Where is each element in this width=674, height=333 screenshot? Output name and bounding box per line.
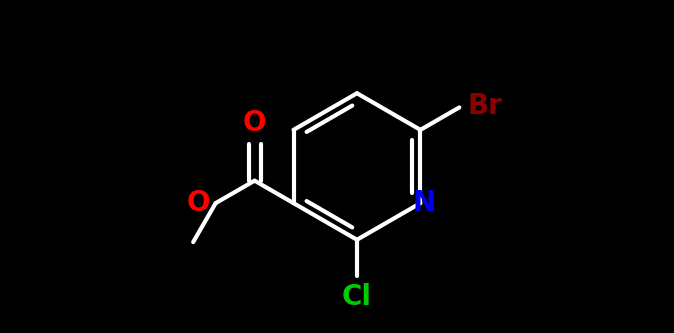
Text: O: O bbox=[243, 109, 266, 137]
Text: Br: Br bbox=[468, 92, 503, 120]
Text: O: O bbox=[186, 189, 210, 217]
Text: Cl: Cl bbox=[342, 283, 372, 311]
Text: N: N bbox=[413, 189, 436, 217]
